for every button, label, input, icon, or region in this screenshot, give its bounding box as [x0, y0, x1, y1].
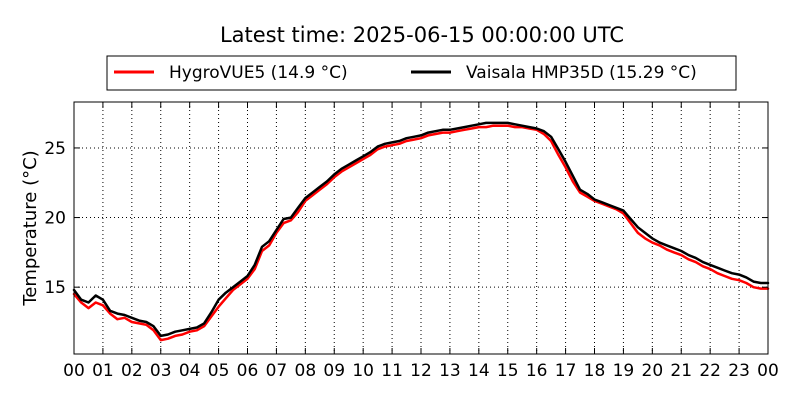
x-tick-label: 10: [352, 361, 374, 381]
x-tick-label: 23: [728, 361, 750, 381]
chart-title: Latest time: 2025-06-15 00:00:00 UTC: [220, 23, 624, 47]
x-tick-label: 07: [266, 361, 288, 381]
y-axis-label: Temperature (°C): [20, 150, 41, 306]
x-tick-label: 02: [121, 361, 143, 381]
x-tick-label: 00: [63, 361, 85, 381]
x-tick-label: 11: [381, 361, 403, 381]
x-tick-label: 05: [208, 361, 230, 381]
y-tick-label: 20: [44, 209, 66, 229]
x-tick-label: 15: [497, 361, 519, 381]
x-tick-label: 03: [150, 361, 172, 381]
x-tick-label: 12: [410, 361, 432, 381]
x-tick-label: 17: [555, 361, 577, 381]
x-tick-label: 06: [237, 361, 259, 381]
x-tick-label: 08: [295, 361, 317, 381]
x-tick-label: 16: [526, 361, 548, 381]
x-tick-label: 21: [670, 361, 692, 381]
legend-label-vaisala: Vaisala HMP35D (15.29 °C): [466, 63, 697, 83]
y-tick-label: 15: [44, 278, 66, 298]
x-tick-label: 09: [323, 361, 345, 381]
series-group: [72, 121, 770, 342]
series-line-vaisala: [72, 121, 770, 338]
x-axis-ticks: 00 01 02 03 04 05 06 07 08 09 10 11 12 13 14 15 16 17 18 19…: [63, 102, 779, 381]
x-tick-label: 19: [613, 361, 635, 381]
legend-label-hygrovue5: HygroVUE5 (14.9 °C): [169, 63, 348, 83]
x-tick-label: 13: [439, 361, 461, 381]
grid: [74, 102, 768, 354]
plot-frame: [73, 101, 769, 355]
y-tick-label: 25: [44, 139, 66, 159]
x-tick-label: 14: [468, 361, 490, 381]
x-tick-label: 18: [584, 361, 606, 381]
x-tick-label: 22: [699, 361, 721, 381]
x-tick-label: 20: [642, 361, 664, 381]
legend: HygroVUE5 (14.9 °C) Vaisala HMP35D (15.2…: [106, 55, 737, 91]
x-tick-label: 00: [757, 361, 779, 381]
x-tick-label: 04: [179, 361, 201, 381]
series-line-hygrovue5: [72, 124, 770, 342]
x-tick-label: 01: [92, 361, 114, 381]
y-axis-ticks: 15 20 25: [44, 139, 768, 298]
